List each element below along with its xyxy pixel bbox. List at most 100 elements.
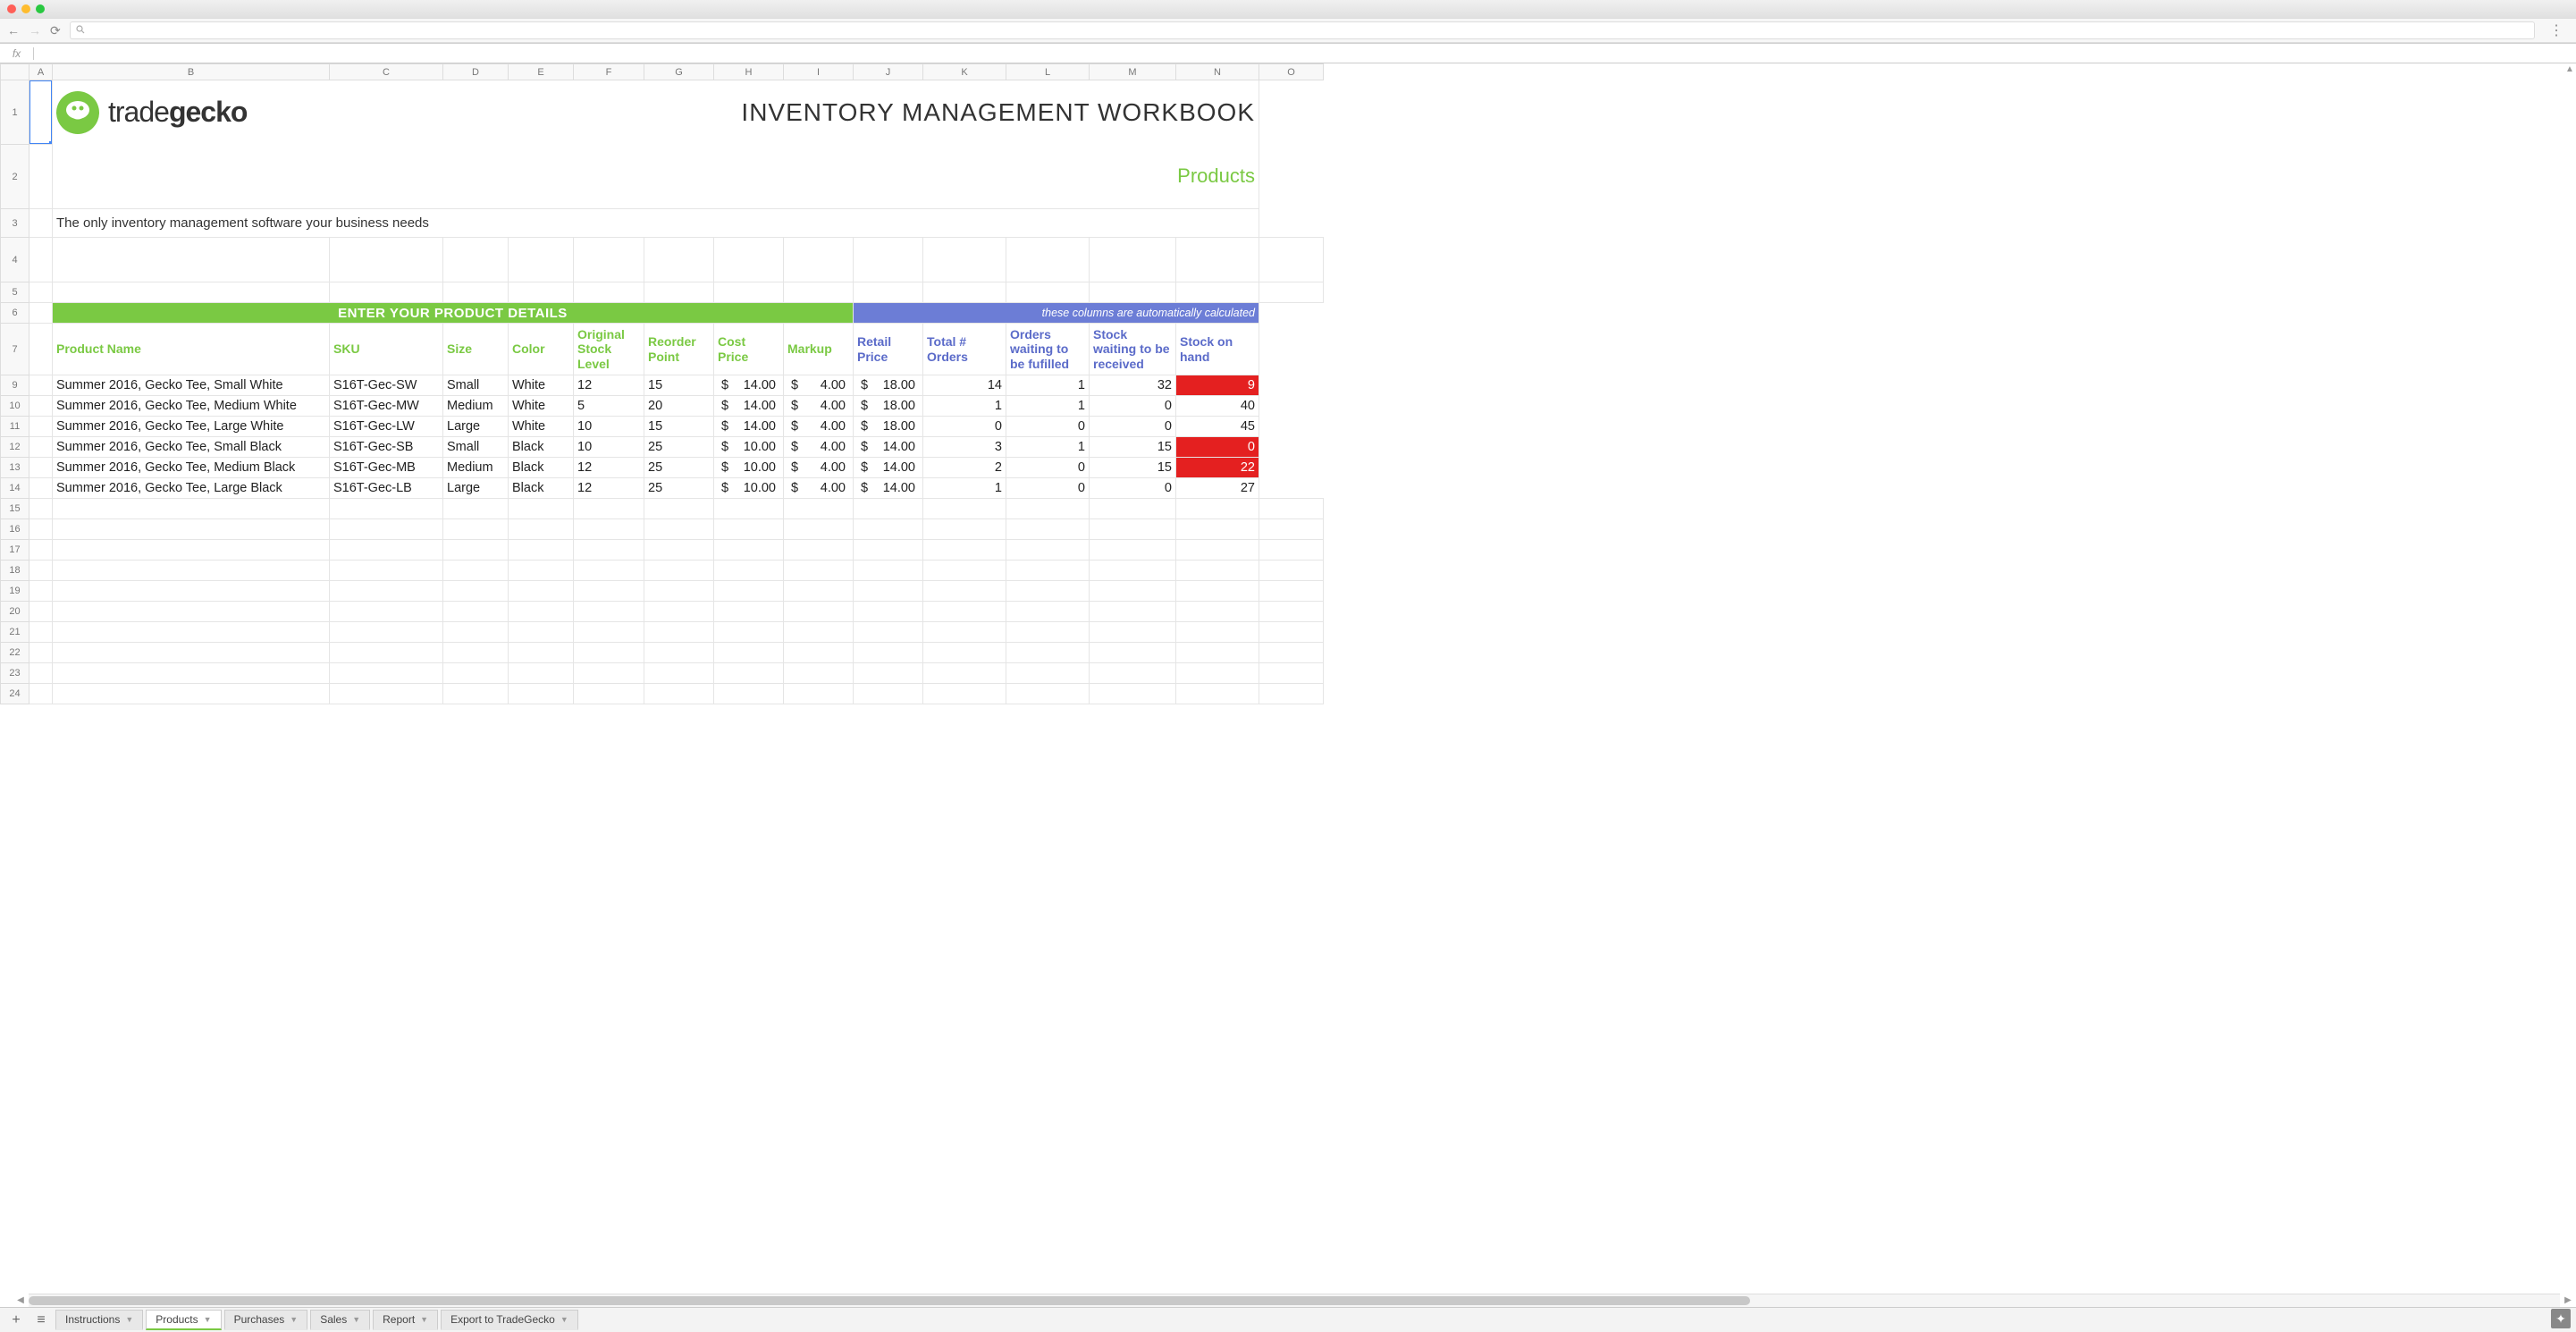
- row-head-13[interactable]: 13: [1, 458, 29, 478]
- cell[interactable]: [923, 622, 1006, 643]
- cell[interactable]: [1259, 581, 1324, 602]
- cell[interactable]: [1090, 663, 1176, 684]
- row-head-22[interactable]: 22: [1, 643, 29, 663]
- row-head-7[interactable]: 7: [1, 324, 29, 375]
- cell[interactable]: [509, 663, 574, 684]
- col-head-H[interactable]: H: [714, 64, 784, 80]
- cell[interactable]: [1259, 561, 1324, 581]
- cell-markup[interactable]: $4.00: [784, 478, 854, 499]
- cell[interactable]: [1006, 540, 1090, 561]
- cell-receive[interactable]: 0: [1090, 478, 1176, 499]
- cell[interactable]: [330, 643, 443, 663]
- cell-fulfill[interactable]: 1: [1006, 437, 1090, 458]
- cell[interactable]: [330, 663, 443, 684]
- cell[interactable]: [29, 375, 53, 396]
- col-head-D[interactable]: D: [443, 64, 509, 80]
- cell-retail[interactable]: $14.00: [854, 437, 923, 458]
- cell[interactable]: [1090, 561, 1176, 581]
- cell[interactable]: [330, 602, 443, 622]
- cell[interactable]: [574, 581, 644, 602]
- cell-color[interactable]: Black: [509, 437, 574, 458]
- cell[interactable]: [644, 684, 714, 704]
- cell[interactable]: [29, 684, 53, 704]
- cell-reorder[interactable]: 15: [644, 417, 714, 437]
- cell[interactable]: [1090, 540, 1176, 561]
- cell[interactable]: [784, 519, 854, 540]
- col-head-C[interactable]: C: [330, 64, 443, 80]
- cell[interactable]: [644, 622, 714, 643]
- cell[interactable]: [53, 238, 330, 282]
- cell-onhand[interactable]: 27: [1176, 478, 1259, 499]
- col-head-L[interactable]: L: [1006, 64, 1090, 80]
- cell[interactable]: [443, 622, 509, 643]
- row-head-16[interactable]: 16: [1, 519, 29, 540]
- cell[interactable]: [330, 540, 443, 561]
- cell[interactable]: [644, 519, 714, 540]
- cell[interactable]: [509, 581, 574, 602]
- row-head-2[interactable]: 2: [1, 145, 29, 209]
- cell[interactable]: [509, 282, 574, 303]
- cell[interactable]: [443, 282, 509, 303]
- cell[interactable]: [854, 282, 923, 303]
- col-head-O[interactable]: O: [1259, 64, 1324, 80]
- cell-product-name[interactable]: Summer 2016, Gecko Tee, Large Black: [53, 478, 330, 499]
- cell[interactable]: [923, 540, 1006, 561]
- cell[interactable]: [29, 282, 53, 303]
- cell[interactable]: [574, 602, 644, 622]
- cell[interactable]: [29, 238, 53, 282]
- back-icon[interactable]: ←: [7, 23, 20, 38]
- cell[interactable]: [53, 602, 330, 622]
- cell[interactable]: [330, 581, 443, 602]
- cell-orders[interactable]: 1: [923, 396, 1006, 417]
- cell[interactable]: [644, 663, 714, 684]
- row-head-23[interactable]: 23: [1, 663, 29, 684]
- url-bar[interactable]: [70, 21, 2535, 39]
- cell[interactable]: [1176, 282, 1259, 303]
- cell-size[interactable]: Medium: [443, 458, 509, 478]
- cell-size[interactable]: Large: [443, 478, 509, 499]
- cell[interactable]: [1259, 622, 1324, 643]
- cell-retail[interactable]: $14.00: [854, 478, 923, 499]
- cell[interactable]: [443, 602, 509, 622]
- cell-fulfill[interactable]: 0: [1006, 478, 1090, 499]
- cell[interactable]: [714, 519, 784, 540]
- cell[interactable]: [714, 622, 784, 643]
- cell[interactable]: [29, 478, 53, 499]
- cell[interactable]: [29, 602, 53, 622]
- cell[interactable]: [574, 540, 644, 561]
- cell[interactable]: [1006, 519, 1090, 540]
- cell[interactable]: [854, 622, 923, 643]
- cell[interactable]: [509, 561, 574, 581]
- col-head-N[interactable]: N: [1176, 64, 1259, 80]
- forward-icon[interactable]: →: [29, 23, 41, 38]
- cell-sku[interactable]: S16T-Gec-LB: [330, 478, 443, 499]
- cell[interactable]: [1176, 561, 1259, 581]
- cell[interactable]: [509, 622, 574, 643]
- cell[interactable]: [923, 238, 1006, 282]
- cell[interactable]: [784, 282, 854, 303]
- row-head-1[interactable]: 1: [1, 80, 29, 145]
- cell[interactable]: [330, 519, 443, 540]
- cell[interactable]: [443, 540, 509, 561]
- cell[interactable]: [784, 540, 854, 561]
- col-head-K[interactable]: K: [923, 64, 1006, 80]
- row-head-10[interactable]: 10: [1, 396, 29, 417]
- cell-size[interactable]: Medium: [443, 396, 509, 417]
- col-head-M[interactable]: M: [1090, 64, 1176, 80]
- cell-retail[interactable]: $18.00: [854, 396, 923, 417]
- cell-orders[interactable]: 2: [923, 458, 1006, 478]
- cell-product-name[interactable]: Summer 2016, Gecko Tee, Small Black: [53, 437, 330, 458]
- cell[interactable]: [53, 540, 330, 561]
- cell[interactable]: [29, 396, 53, 417]
- cell[interactable]: [784, 663, 854, 684]
- cell-sku[interactable]: S16T-Gec-LW: [330, 417, 443, 437]
- cell[interactable]: [330, 622, 443, 643]
- cell[interactable]: [923, 684, 1006, 704]
- sheet-tab-purchases[interactable]: Purchases▼: [224, 1310, 308, 1330]
- cell[interactable]: [1006, 622, 1090, 643]
- cell-orders[interactable]: 3: [923, 437, 1006, 458]
- cell[interactable]: [714, 643, 784, 663]
- cell[interactable]: [574, 499, 644, 519]
- cell[interactable]: [1176, 602, 1259, 622]
- cell[interactable]: [29, 643, 53, 663]
